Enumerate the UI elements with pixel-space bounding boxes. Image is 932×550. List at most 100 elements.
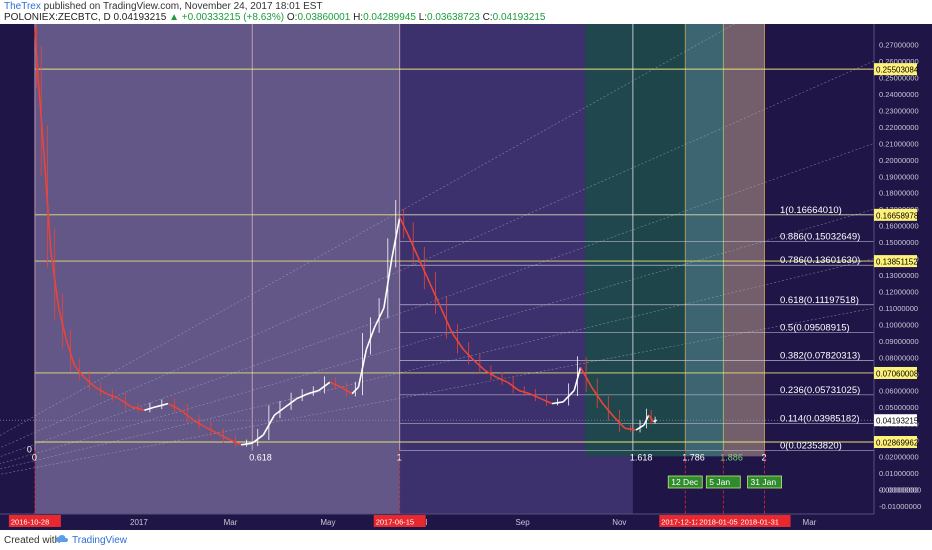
fib-time-label: 1.886 bbox=[720, 453, 743, 463]
y-tick-label: 0.15000000 bbox=[879, 238, 919, 247]
fib-retracement-label: 0.114(0.03985182) bbox=[780, 414, 860, 425]
y-tick-label: -0.00000000 bbox=[879, 485, 921, 494]
y-tick-label: 0.27000000 bbox=[879, 40, 919, 49]
y-tick-label: 0.20000000 bbox=[879, 156, 919, 165]
fib-time-label: 0.618 bbox=[249, 453, 272, 463]
open-label: O: bbox=[286, 12, 298, 23]
price-tag-yellow bbox=[874, 208, 917, 221]
last-price-tag bbox=[874, 414, 917, 427]
y-tick-label: 0.09000000 bbox=[879, 337, 919, 346]
y-tick-label: 0.13000000 bbox=[879, 271, 919, 280]
publish-text: published on TradingView.com, November 2… bbox=[43, 1, 323, 12]
price-chart[interactable]: 0 0.618 1 1.618 1.786 1.886 2 0 1(0.16664010) 0.8… bbox=[0, 24, 932, 530]
zone-teal bbox=[685, 24, 724, 457]
date-marker-tag bbox=[373, 515, 426, 527]
y-tick-label: 0.26000000 bbox=[879, 57, 919, 66]
close-label: C: bbox=[482, 12, 493, 23]
price-tag-yellow bbox=[874, 63, 917, 76]
date-marker-tag bbox=[697, 515, 750, 527]
time-tag-green-label: 31 Jan bbox=[751, 477, 777, 487]
y-tick-label: 0.25000000 bbox=[879, 73, 919, 82]
y-tick-label: 0.00000000 bbox=[879, 485, 919, 494]
y-tick-label: 0.10000000 bbox=[879, 321, 919, 330]
price-tag-yellow bbox=[874, 366, 917, 379]
open-value: 0.03860001 bbox=[297, 12, 351, 23]
chart-header: TheTrex published on TradingView.com, No… bbox=[0, 0, 932, 24]
date-marker-tag bbox=[8, 515, 61, 527]
y-tick-label: 0.11000000 bbox=[879, 304, 918, 313]
zone-green bbox=[585, 24, 686, 457]
time-tag-green-label: 5 Jan bbox=[709, 477, 730, 487]
fib-origin-label: 0 bbox=[27, 445, 32, 455]
date-marker-label: 2018-01-05 bbox=[699, 518, 737, 527]
date-marker-label: 2017-12-12 bbox=[661, 518, 699, 527]
price-tag-yellow bbox=[874, 255, 917, 268]
fib-retracement-label: 0.236(0.05731025) bbox=[780, 385, 860, 396]
x-tick-label: Mar bbox=[224, 518, 238, 527]
high-value: 0.04289945 bbox=[363, 12, 416, 23]
date-marker-label: 2016-10-28 bbox=[11, 518, 49, 527]
chart-area[interactable]: 0 0.618 1 1.618 1.786 1.886 2 0 1(0.16664010) 0.8… bbox=[0, 24, 932, 530]
fib-time-label: 1 bbox=[397, 453, 402, 463]
fib-retracement-label: 1(0.16664010) bbox=[780, 205, 842, 216]
tradingview-brand-link[interactable]: TradingView bbox=[72, 535, 128, 546]
fib-time-label: 0 bbox=[32, 453, 37, 463]
fib-retracement-label: 0.382(0.07820313) bbox=[780, 350, 860, 361]
y-tick-label: 0.19000000 bbox=[879, 172, 919, 181]
y-tick-label: 0.05000000 bbox=[879, 403, 919, 412]
ohlc-line: POLONIEX:ZECBTC, D 0.04193215 ▲ +0.00333… bbox=[4, 12, 546, 23]
fib-retracement-label: 0.786(0.13601630) bbox=[780, 255, 860, 266]
date-marker-label: 2018-01-31 bbox=[741, 518, 779, 527]
fib-retracement-label: 0.886(0.15032649) bbox=[780, 232, 860, 243]
up-arrow-icon: ▲ bbox=[169, 12, 179, 23]
fib-time-label: 1.618 bbox=[630, 453, 653, 463]
y-tick-label: 0.23000000 bbox=[879, 106, 919, 115]
y-tick-label: 0.18000000 bbox=[879, 189, 919, 198]
price-tag-yellow-label: 0.25503084 bbox=[876, 66, 919, 75]
y-tick-label: 0.02000000 bbox=[879, 452, 919, 461]
price-change: +0.00333215 (+8.63%) bbox=[181, 12, 285, 23]
fan-line bbox=[0, 143, 875, 458]
fib-retracement-label: 0(0.02353820) bbox=[780, 441, 842, 452]
price-tag-yellow-label: 0.07060008 bbox=[876, 369, 919, 378]
fan-line bbox=[0, 24, 735, 436]
x-tick-label: May bbox=[320, 518, 335, 527]
fib-retracement-label: 0.618(0.11197518) bbox=[780, 295, 859, 306]
fan-line bbox=[0, 208, 875, 465]
high-label: H: bbox=[353, 12, 364, 23]
x-tick-label: 2017 bbox=[130, 518, 148, 527]
fib-time-label: 2 bbox=[762, 453, 767, 463]
x-tick-label: Mar bbox=[803, 518, 817, 527]
tradingview-cloud-icon bbox=[56, 535, 68, 542]
y-tick-label: 0.08000000 bbox=[879, 353, 919, 362]
y-tick-label: -0.01000000 bbox=[879, 502, 921, 511]
zone-light bbox=[34, 24, 400, 514]
price-tag-yellow-label: 0.13851152 bbox=[876, 258, 918, 267]
y-tick-label: 0.01000000 bbox=[879, 469, 919, 478]
y-tick-label: 0.06000000 bbox=[879, 386, 919, 395]
fib-time-label: 1.786 bbox=[682, 453, 705, 463]
last-price: 0.04193215 bbox=[113, 12, 167, 23]
zone-orange bbox=[723, 24, 765, 457]
time-tag-green bbox=[747, 475, 782, 489]
time-tag-green-label: 12 Dec bbox=[671, 477, 699, 487]
time-tag-green bbox=[705, 475, 741, 489]
author-link[interactable]: TheTrex bbox=[4, 1, 41, 12]
price-tag-yellow bbox=[874, 436, 917, 449]
last-price-tag-label: 0.04193215 bbox=[876, 417, 919, 426]
price-tag-yellow-label: 0.02869962 bbox=[876, 439, 919, 448]
y-tick-label: 0.24000000 bbox=[879, 90, 919, 99]
time-tag-green bbox=[667, 475, 703, 489]
fib-retracement-label: 0.5(0.09508915) bbox=[780, 323, 850, 334]
low-value: 0.03638723 bbox=[427, 12, 480, 23]
x-tick-label: Sep bbox=[515, 518, 530, 527]
footer: Created with TradingView bbox=[0, 530, 932, 550]
y-tick-label: 0.22000000 bbox=[879, 123, 919, 132]
x-tick-label: Nov bbox=[612, 518, 626, 527]
low-label: L: bbox=[418, 12, 428, 23]
close-value: 0.04193215 bbox=[492, 12, 546, 23]
y-tick-label: 0.12000000 bbox=[879, 288, 919, 297]
y-tick-label: 0.16000000 bbox=[879, 222, 919, 231]
y-tick-label: 0.21000000 bbox=[879, 139, 919, 148]
date-marker-tag bbox=[738, 515, 791, 527]
